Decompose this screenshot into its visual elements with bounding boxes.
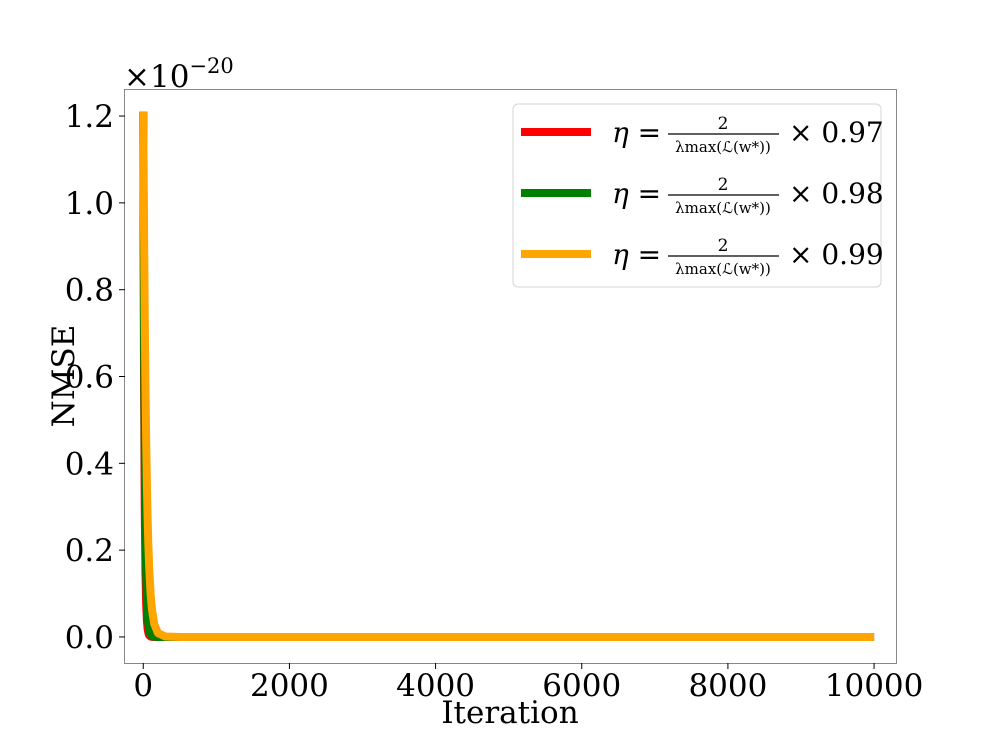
- y-tick-label: 0.8: [65, 273, 114, 309]
- series-line-3: [139, 111, 875, 641]
- legend-factor: × 0.97: [789, 116, 884, 149]
- legend-factor: × 0.98: [789, 177, 884, 210]
- y-tick-label: 1.0: [65, 186, 114, 222]
- legend-fraction-numerator: 2: [718, 114, 729, 134]
- legend-entry: η = 2 λmax(ℒ(w*)) × 0.98: [521, 175, 884, 217]
- legend-fraction-numerator: 2: [718, 236, 729, 256]
- x-tick-label: 10000: [825, 668, 924, 704]
- legend-fraction-numerator: 2: [718, 175, 729, 195]
- series-layer: [139, 111, 875, 641]
- x-tick-label: 8000: [688, 668, 767, 704]
- y-tick-label: 0.2: [65, 533, 114, 569]
- x-tick-label: 0: [133, 668, 153, 704]
- y-tick-label: 1.2: [65, 99, 114, 135]
- legend-entry: η = 2 λmax(ℒ(w*)) × 0.97: [521, 114, 884, 156]
- y-axis-multiplier: ×10−20: [124, 54, 234, 95]
- legend-fraction-denominator: λmax(ℒ(w*)): [675, 260, 771, 278]
- legend-eta: η =: [612, 238, 661, 271]
- y-tick-label: 0.4: [65, 446, 114, 482]
- legend-factor: × 0.99: [789, 238, 884, 271]
- y-tick-label: 0.6: [65, 360, 114, 396]
- x-axis-title: Iteration: [441, 695, 578, 731]
- legend-entry: η = 2 λmax(ℒ(w*)) × 0.99: [521, 236, 884, 278]
- y-multiplier-base: ×10: [124, 59, 189, 95]
- x-axis-ticks: 0 2000 4000 6000 8000 10000: [133, 663, 923, 704]
- legend-eta: η =: [612, 177, 661, 210]
- y-tick-label: 0.0: [65, 620, 114, 656]
- legend-eta: η =: [612, 116, 661, 149]
- legend: η = 2 λmax(ℒ(w*)) × 0.97 η = 2 λmax(ℒ(w*)) × 0.…: [512, 103, 884, 288]
- x-tick-label: 2000: [250, 668, 329, 704]
- y-axis-ticks: 0.0 0.2 0.4 0.6 0.8 1.0 1.2: [65, 99, 125, 656]
- legend-fraction-denominator: λmax(ℒ(w*)): [675, 138, 771, 156]
- y-axis-title: NMSE: [46, 325, 82, 428]
- y-multiplier-exponent: −20: [189, 54, 233, 78]
- x-tick-label: 4000: [396, 668, 475, 704]
- x-tick-label: 6000: [542, 668, 621, 704]
- legend-fraction-denominator: λmax(ℒ(w*)): [675, 199, 771, 217]
